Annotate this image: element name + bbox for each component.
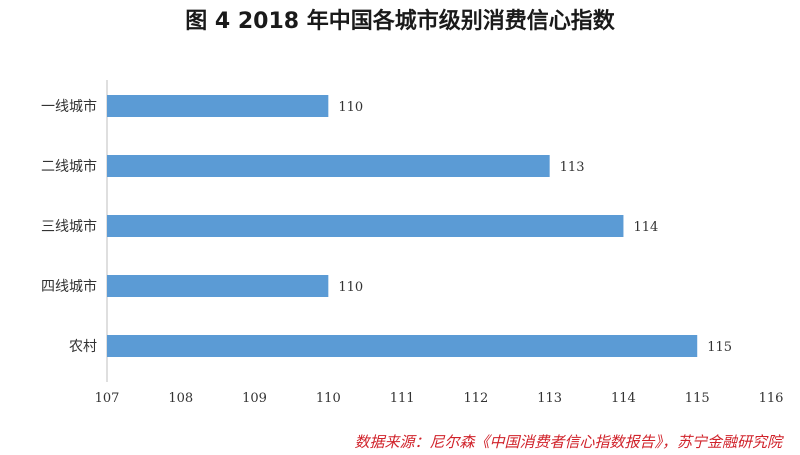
category-label: 一线城市 (41, 98, 97, 115)
bar-5 (107, 335, 698, 357)
plot-area: 一线城市 110 二线城市 113 三线城市 114 四线城市 110 农村 115 107 108 1… (41, 80, 783, 406)
x-tick-label: 108 (168, 391, 193, 406)
x-tick-label: 112 (463, 391, 488, 406)
x-tick-label: 109 (242, 391, 267, 406)
bar-3 (107, 215, 624, 237)
bar-2 (107, 155, 550, 177)
x-tick-label: 111 (390, 391, 415, 406)
chart-title: 图 4 2018 年中国各城市级别消费信心指数 (185, 8, 616, 34)
data-label: 114 (633, 220, 658, 235)
bar-1 (107, 95, 329, 117)
category-label: 四线城市 (41, 278, 97, 295)
source-note: 数据来源：尼尔森《中国消费者信心指数报告》，苏宁金融研究院 (354, 433, 784, 451)
x-tick-label: 107 (95, 391, 120, 406)
x-tick-label: 110 (316, 391, 341, 406)
x-tick-label: 115 (685, 391, 710, 406)
data-label: 115 (707, 340, 732, 355)
x-tick-label: 114 (611, 391, 636, 406)
category-label: 农村 (69, 339, 97, 355)
data-label: 110 (338, 280, 363, 295)
bar-4 (107, 275, 329, 297)
category-label: 二线城市 (41, 158, 97, 175)
data-label: 113 (560, 160, 585, 175)
x-tick-label: 116 (759, 391, 784, 406)
x-tick-label: 113 (537, 391, 562, 406)
data-label: 110 (338, 100, 363, 115)
category-label: 三线城市 (41, 218, 97, 235)
